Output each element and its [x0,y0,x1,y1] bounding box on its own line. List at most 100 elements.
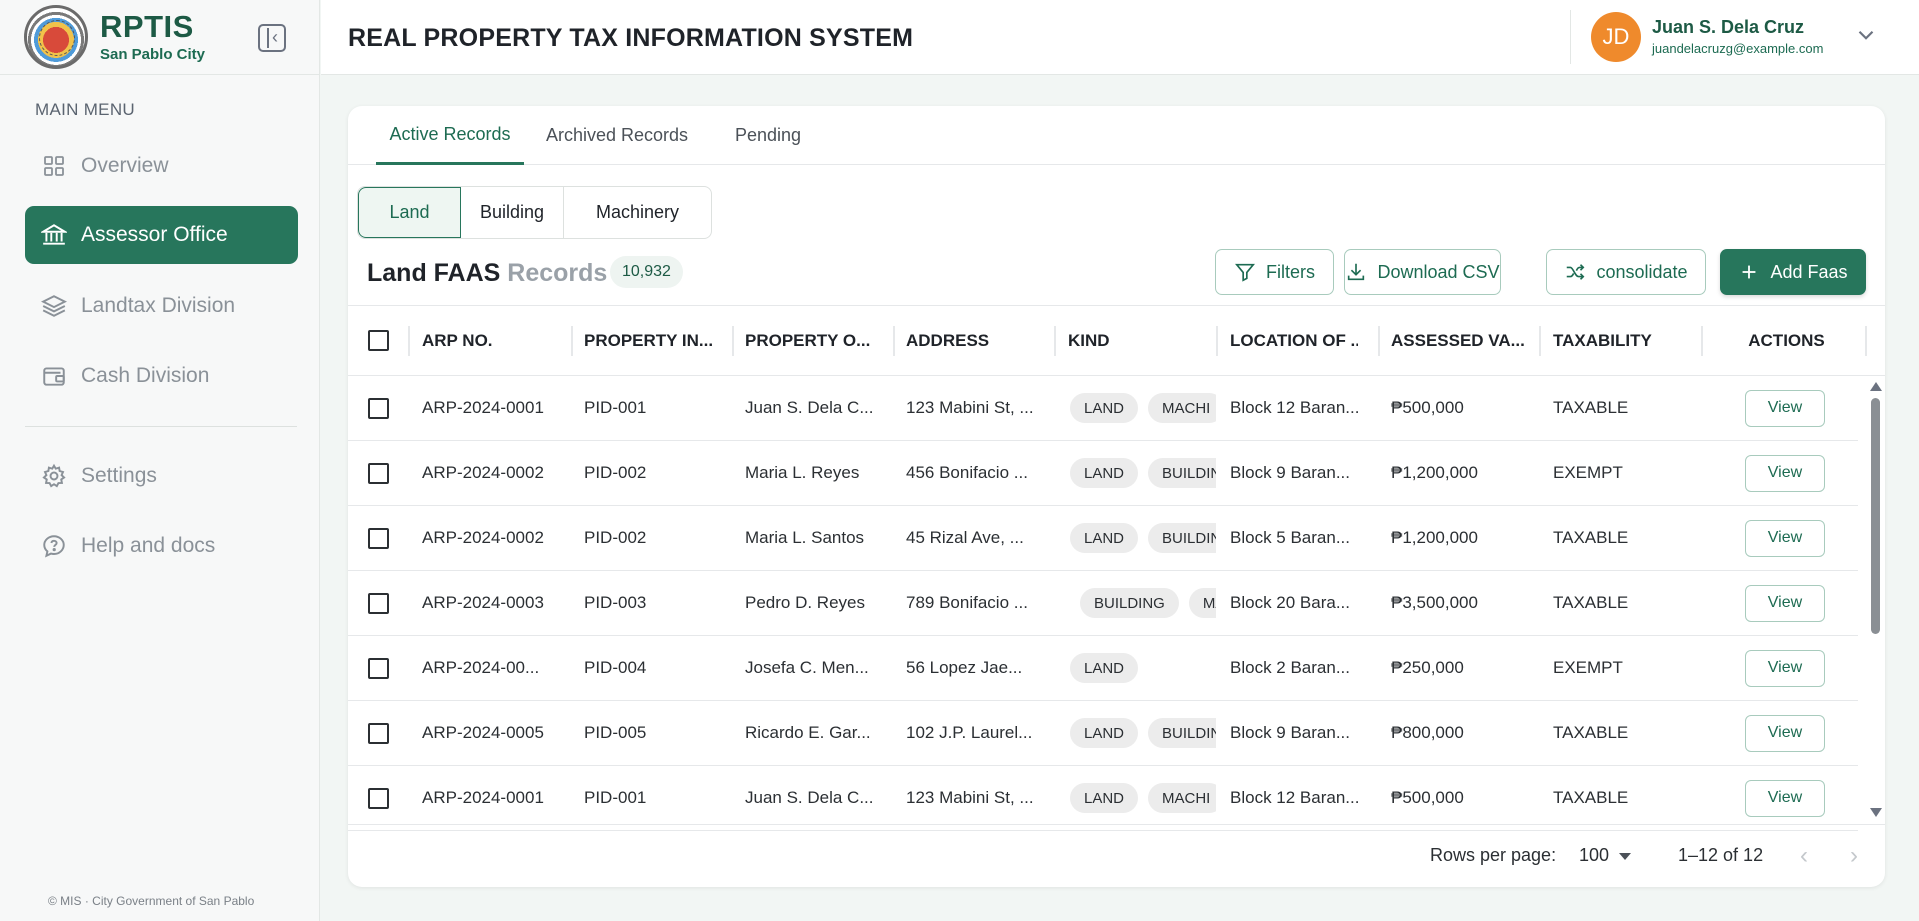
help-icon [41,533,67,559]
filters-label: Filters [1266,261,1315,282]
table-row[interactable]: ARP-2024-0001 PID-001 Juan S. Dela C... … [348,766,1858,831]
chevron-left-icon[interactable]: ‹ [1800,842,1808,869]
sidebar-item-label: Overview [81,154,169,177]
kind-cell: LAND BUILDIN [1070,506,1216,570]
column-header-property-index[interactable]: PROPERTY IN... [584,330,712,350]
sidebar-item-settings[interactable]: Settings [25,447,298,505]
row-select-cell [368,571,398,635]
chevron-right-icon[interactable]: › [1850,842,1858,869]
table-row[interactable]: ARP-2024-0003 PID-003 Pedro D. Reyes 789… [348,571,1858,636]
tab-active-records[interactable]: Active Records [376,106,524,165]
table-row[interactable]: ARP-2024-0002 PID-002 Maria L. Reyes 456… [348,441,1858,506]
row-checkbox[interactable] [368,462,389,484]
column-separator [1701,326,1703,356]
view-button[interactable]: View [1745,454,1825,492]
download-csv-button[interactable]: Download CSV [1344,249,1501,295]
rows-per-page-label: Rows per page: [1430,845,1557,865]
download-label: Download CSV [1377,261,1500,282]
taxability-cell: TAXABLE [1553,723,1629,742]
tab-pending[interactable]: Pending [734,125,802,145]
assessed-value-cell: ₱1,200,000 [1391,463,1478,482]
column-header-location[interactable]: LOCATION OF ... [1230,330,1358,350]
row-checkbox[interactable] [368,397,389,419]
consolidate-button[interactable]: consolidate [1546,249,1706,295]
add-faas-button[interactable]: Add Faas [1720,249,1866,295]
filter-icon [1234,261,1256,283]
arp-cell: ARP-2024-0002 [422,528,544,547]
sidebar-item-label: Assessor Office [81,223,228,246]
column-header-kind[interactable]: KIND [1068,330,1110,350]
avatar[interactable]: JD [1591,12,1641,62]
filters-button[interactable]: Filters [1215,249,1334,295]
gear-icon [41,463,67,489]
table-row[interactable]: ARP-2024-0001 PID-001 Juan S. Dela C... … [348,376,1858,441]
collapse-sidebar-icon[interactable] [258,24,286,52]
rows-per-page-select[interactable]: 100 [1579,845,1610,865]
consolidate-label: consolidate [1596,261,1688,282]
row-checkbox[interactable] [368,657,389,679]
pagination-range: 1–12 of 12 [1678,845,1764,865]
arp-cell: ARP-2024-0001 [422,398,544,417]
row-checkbox[interactable] [368,722,389,744]
segment-building[interactable]: Building [461,187,564,238]
table-row[interactable]: ARP-2024-0005 PID-005 Ricardo E. Gar... … [348,701,1858,766]
column-header-address[interactable]: ADDRESS [906,330,990,350]
table-row[interactable]: ARP-2024-00... PID-004 Josefa C. Men... … [348,636,1858,701]
kind-cell: LAND MACHI [1070,766,1216,830]
kind-cell: LAND BUILDIN [1070,701,1216,765]
scroll-up-arrow-icon[interactable] [1870,382,1882,391]
add-faas-label: Add Faas [1770,261,1848,282]
wallet-icon [41,363,67,389]
caret-down-icon[interactable] [1619,853,1631,860]
sidebar-item-help-and-docs[interactable]: Help and docs [25,517,298,575]
owner-cell: Ricardo E. Gar... [745,723,871,742]
layers-icon [41,293,67,319]
sidebar-item-cash-division[interactable]: Cash Division [25,347,298,405]
view-button[interactable]: View [1745,519,1825,557]
brand-subtitle: San Pablo City [100,45,206,63]
location-cell: Block 2 Baran... [1230,658,1351,677]
column-header-arp-no[interactable]: ARP NO. [422,330,493,350]
address-cell: 123 Mabini St, ... [906,398,1034,417]
column-separator [1216,326,1218,356]
row-checkbox[interactable] [368,592,389,614]
view-button[interactable]: View [1745,779,1825,817]
view-button[interactable]: View [1745,389,1825,427]
segment-land[interactable]: Land [358,187,461,238]
chevron-down-icon[interactable] [1853,22,1879,48]
vertical-scrollbar-thumb[interactable] [1871,398,1880,634]
top-header: REAL PROPERTY TAX INFORMATION SYSTEM JD … [321,0,1919,75]
segment-machinery[interactable]: Machinery [595,202,680,222]
column-header-assessed-value[interactable]: ASSESSED VA... [1391,330,1525,350]
view-button[interactable]: View [1745,714,1825,752]
column-separator [732,326,734,356]
taxability-cell: TAXABLE [1553,528,1629,547]
row-checkbox[interactable] [368,527,389,549]
header-divider [1570,10,1571,64]
sidebar-item-overview[interactable]: Overview [25,137,298,195]
arp-cell: ARP-2024-00... [422,658,540,677]
scroll-down-arrow-icon[interactable] [1870,808,1882,817]
sidebar-footer: © MIS · City Government of San Pablo [48,894,255,908]
column-header-taxability[interactable]: TAXABILITY [1553,330,1652,350]
kind-cell: LAND MACHI [1070,376,1216,440]
taxability-cell: TAXABLE [1553,788,1629,807]
column-header-property-owner[interactable]: PROPERTY O... [745,330,871,350]
table-row[interactable]: ARP-2024-0002 PID-002 Maria L. Santos 45… [348,506,1858,571]
plus-icon [1738,261,1760,283]
sidebar-item-landtax-division[interactable]: Landtax Division [25,277,298,335]
address-cell: 456 Bonifacio ... [906,463,1028,482]
records-title: Land FAAS [367,259,501,287]
kind-cell: LAND BUILDIN [1070,441,1216,505]
owner-cell: Juan S. Dela C... [745,788,874,807]
tab-archived-records[interactable]: Archived Records [545,125,689,145]
kind-cell: LAND [1070,636,1216,700]
view-button[interactable]: View [1745,649,1825,687]
sidebar-item-assessor-office[interactable]: Assessor Office [25,206,298,264]
select-all-checkbox[interactable] [368,330,389,351]
view-button[interactable]: View [1745,584,1825,622]
row-select-cell [368,636,398,700]
record-tabs: Active Records Archived Records Pending [348,106,1885,165]
row-checkbox[interactable] [368,787,389,809]
shuffle-icon [1564,261,1586,283]
